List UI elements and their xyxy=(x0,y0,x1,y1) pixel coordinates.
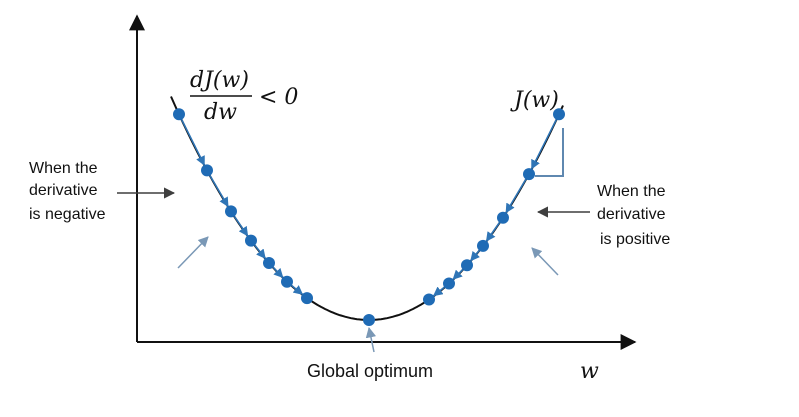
global-optimum-label: Global optimum xyxy=(307,361,433,381)
left-descent-point xyxy=(263,257,275,269)
negative-derivative-note: When the derivative is negative xyxy=(29,160,209,269)
left-descent-point xyxy=(225,205,237,218)
right-step-arrow xyxy=(530,119,558,170)
positive-note-line-1: When the xyxy=(597,183,666,200)
left-step-arrow xyxy=(180,119,206,166)
descent-step-arrows xyxy=(180,119,558,297)
left-descent-point xyxy=(245,234,257,247)
left-step-arrow xyxy=(233,215,249,237)
positive-note-line-2: derivative xyxy=(597,206,666,223)
left-descent-point xyxy=(201,164,213,177)
right-step-arrow xyxy=(485,222,501,242)
left-step-arrow xyxy=(272,266,284,279)
left-step-arrow xyxy=(209,175,229,208)
right-descent-point xyxy=(497,211,509,224)
left-descent-point xyxy=(281,275,293,288)
derivative-expression: dJ(w) dw < 0 xyxy=(190,68,298,125)
optimum-pointer-arrow xyxy=(365,326,377,353)
negative-direction-arrow xyxy=(177,236,209,269)
left-descent-point xyxy=(173,108,185,121)
right-descent-point xyxy=(523,168,535,181)
left-step-arrow xyxy=(291,284,304,295)
positive-note-line-3: is positive xyxy=(600,231,670,248)
x-axis-label: w xyxy=(580,359,599,384)
right-step-arrow xyxy=(452,268,464,280)
axes xyxy=(129,14,637,350)
tangent-triangle xyxy=(535,128,564,177)
right-descent-point xyxy=(443,277,455,290)
global-optimum-annotation: Global optimum xyxy=(307,326,433,381)
right-descent-point xyxy=(423,293,435,306)
descent-points xyxy=(173,108,565,326)
right-step-arrow xyxy=(505,178,527,214)
global-optimum-point xyxy=(363,314,375,326)
negative-note-line-3: is negative xyxy=(29,206,106,223)
right-step-arrow xyxy=(470,249,481,262)
negative-note-line-2: derivative xyxy=(29,182,98,199)
left-step-arrow xyxy=(254,244,266,260)
positive-derivative-note: When the derivative is positive xyxy=(531,183,670,276)
positive-direction-arrow xyxy=(531,247,559,276)
curve-label: J(w) xyxy=(510,88,559,113)
right-descent-point xyxy=(477,239,489,252)
negative-note-line-1: When the xyxy=(29,160,98,177)
derivative-relation: < 0 xyxy=(259,85,298,110)
right-step-arrow xyxy=(432,286,445,297)
left-descent-point xyxy=(301,292,313,305)
right-descent-point xyxy=(461,259,473,272)
derivative-denominator: dw xyxy=(204,100,237,125)
derivative-numerator: dJ(w) xyxy=(190,68,249,93)
right-descent-point xyxy=(553,108,565,121)
